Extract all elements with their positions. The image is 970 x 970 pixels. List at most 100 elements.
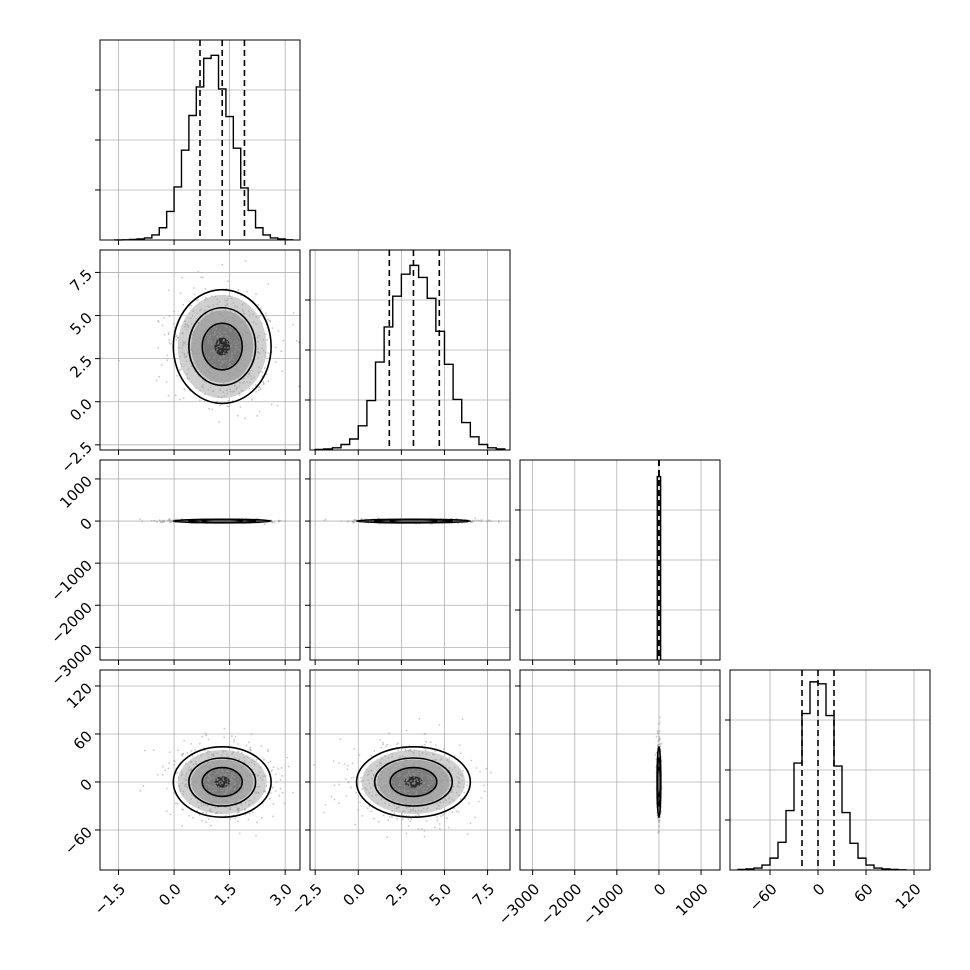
y-tick-label: −60 xyxy=(61,823,96,858)
scatter-point xyxy=(417,828,420,831)
scatter-point xyxy=(197,270,200,273)
scatter-point xyxy=(182,397,185,399)
y-tick-label: −2000 xyxy=(47,599,96,648)
scatter-point xyxy=(198,364,200,366)
scatter-point xyxy=(214,799,216,802)
scatter-point xyxy=(203,780,206,782)
scatter-point xyxy=(252,321,255,324)
scatter-point xyxy=(269,320,272,323)
y-tick-label: 60 xyxy=(70,727,96,753)
scatter-point xyxy=(422,520,424,522)
scatter-point xyxy=(227,280,229,283)
scatter-point xyxy=(226,335,229,337)
scatter-point xyxy=(210,372,213,375)
scatter-point xyxy=(183,739,186,742)
scatter-point xyxy=(439,815,442,817)
scatter-point xyxy=(204,393,207,396)
scatter-point xyxy=(163,316,165,319)
scatter-point xyxy=(425,820,428,822)
scatter-point xyxy=(231,352,233,355)
contour-2 xyxy=(201,322,244,371)
scatter-point xyxy=(190,761,192,764)
scatter-point xyxy=(255,834,257,837)
scatter-point xyxy=(463,791,466,794)
scatter-point xyxy=(421,772,423,775)
scatter-point xyxy=(222,791,224,794)
scatter-point xyxy=(446,771,448,774)
scatter-point xyxy=(324,518,327,521)
scatter-point xyxy=(251,759,254,762)
scatter-point xyxy=(382,743,385,746)
contour-2 xyxy=(389,518,438,524)
scatter-point xyxy=(178,346,181,349)
scatter-point xyxy=(191,794,193,796)
scatter-point xyxy=(490,771,492,774)
scatter-point xyxy=(227,375,230,378)
scatter-point xyxy=(209,788,212,790)
scatter-point xyxy=(247,771,249,773)
scatter-point xyxy=(227,801,230,804)
histogram-step-1 xyxy=(314,264,506,451)
scatter-point xyxy=(403,791,405,793)
scatter-point xyxy=(272,803,275,805)
scatter-point xyxy=(262,380,264,383)
scatter-point xyxy=(441,778,444,780)
scatter-point xyxy=(393,804,396,807)
scatter-point xyxy=(204,380,206,383)
scatter-point xyxy=(228,343,231,345)
scatter-point xyxy=(253,376,256,379)
scatter-point xyxy=(275,781,278,784)
scatter-point xyxy=(247,342,250,345)
scatter-point xyxy=(406,779,408,782)
scatter-point xyxy=(207,334,210,337)
scatter-point xyxy=(167,331,170,334)
scatter-point xyxy=(440,757,443,760)
scatter-point xyxy=(435,807,438,810)
scatter-point xyxy=(458,777,460,780)
scatter-point xyxy=(396,817,399,820)
scatter-point xyxy=(237,327,240,330)
scatter-point xyxy=(391,772,394,775)
panel-frame-2-1 xyxy=(309,459,511,661)
scatter-point xyxy=(223,318,226,321)
scatter-point xyxy=(405,806,408,809)
scatter-point xyxy=(434,750,437,753)
scatter-point xyxy=(238,370,241,372)
scatter-point xyxy=(386,795,389,798)
scatter-point xyxy=(261,375,263,378)
scatter-point xyxy=(243,334,246,337)
scatter-point xyxy=(382,741,384,744)
scatter-point xyxy=(250,341,253,344)
scatter-point xyxy=(196,360,199,363)
scatter-point xyxy=(165,381,168,383)
scatter-point xyxy=(384,789,387,792)
scatter-point xyxy=(196,299,199,301)
scatter-point xyxy=(397,742,399,744)
scatter-point xyxy=(182,332,185,335)
scatter-point xyxy=(257,371,260,374)
scatter-point xyxy=(236,340,239,343)
histogram-step-3 xyxy=(737,681,907,871)
scatter-point xyxy=(409,749,412,751)
scatter-point xyxy=(207,340,210,343)
scatter-point xyxy=(196,350,198,353)
scatter-point xyxy=(468,802,470,805)
scatter-point xyxy=(440,785,443,788)
scatter-point xyxy=(190,783,193,786)
scatter-point xyxy=(250,358,252,361)
scatter-point xyxy=(233,797,236,799)
scatter-point xyxy=(173,792,175,794)
scatter-point xyxy=(249,332,252,335)
scatter-point xyxy=(203,400,206,403)
scatter-point xyxy=(175,339,178,341)
scatter-point xyxy=(184,341,187,344)
scatter-point xyxy=(219,343,222,346)
scatter-point xyxy=(442,748,445,750)
scatter-point xyxy=(485,767,488,770)
scatter-point xyxy=(287,765,290,768)
scatter-point xyxy=(199,779,202,781)
scatter-point xyxy=(157,346,159,349)
scatter-point xyxy=(156,773,159,776)
scatter-point xyxy=(165,810,168,813)
scatter-point xyxy=(207,338,209,341)
